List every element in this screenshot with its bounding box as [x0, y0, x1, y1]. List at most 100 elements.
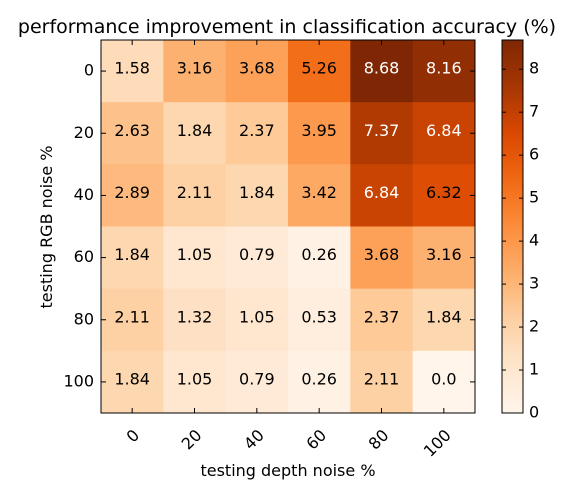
heatmap-cell — [101, 102, 164, 165]
cell-value-label: 0.53 — [301, 307, 337, 326]
heatmap-cell — [163, 164, 227, 227]
cell-value-label: 0.26 — [301, 245, 337, 264]
y-tick-label: 60 — [74, 247, 94, 266]
colorbar-tick-label: 8 — [529, 59, 539, 78]
cell-value-label: 1.05 — [177, 369, 213, 388]
heatmap-cell — [288, 350, 351, 414]
cell-value-label: 0.79 — [239, 369, 275, 388]
heatmap-cell — [163, 226, 227, 290]
cell-value-label: 6.84 — [364, 183, 400, 202]
heatmap-cell — [163, 350, 227, 414]
cell-value-label: 1.58 — [114, 59, 150, 78]
colorbar-tick-label: 2 — [529, 317, 539, 336]
colorbar-tick-label: 7 — [529, 102, 539, 121]
heatmap-cell — [101, 350, 164, 414]
heatmap-cell — [350, 102, 414, 165]
colorbar-tick-label: 3 — [529, 274, 539, 293]
heatmap-cell — [225, 164, 289, 227]
heatmap-cell — [163, 288, 227, 352]
heatmap-cell — [350, 226, 414, 290]
cell-value-label: 3.68 — [239, 59, 275, 78]
cell-value-label: 1.84 — [114, 369, 150, 388]
x-tick-label: 100 — [420, 426, 455, 461]
heatmap-cell — [350, 164, 414, 227]
cell-value-label: 2.37 — [239, 121, 275, 140]
cell-value-label: 1.05 — [239, 307, 275, 326]
heatmap-cell — [350, 40, 414, 103]
cell-value-label: 1.84 — [177, 121, 213, 140]
y-tick-label: 0 — [84, 61, 94, 80]
x-tick-label: 80 — [365, 426, 393, 454]
heatmap-cell — [163, 102, 227, 165]
heatmap-cell — [101, 164, 164, 227]
y-tick-label: 80 — [74, 309, 94, 328]
y-tick-label: 40 — [74, 185, 94, 204]
cell-value-label: 3.95 — [301, 121, 337, 140]
heatmap-cell — [288, 40, 351, 103]
y-axis-ticks: 0 20 40 60 80 100 — [63, 61, 475, 390]
cell-value-label: 1.84 — [239, 183, 275, 202]
cell-value-label: 3.16 — [177, 59, 213, 78]
cell-value-label: 8.68 — [364, 59, 400, 78]
cell-value-label: 3.68 — [364, 245, 400, 264]
cell-value-label: 0.0 — [431, 369, 456, 388]
x-tick-label: 0 — [123, 426, 144, 447]
cell-value-label: 6.84 — [426, 121, 462, 140]
cell-value-label: 7.37 — [364, 121, 400, 140]
cell-value-label: 3.42 — [301, 183, 337, 202]
colorbar — [501, 39, 524, 414]
colorbar-tick-label: 6 — [529, 145, 539, 164]
x-tick-label: 60 — [302, 426, 330, 454]
cell-value-label: 2.63 — [114, 121, 150, 140]
heatmap-cell — [350, 350, 414, 414]
heatmap-cell — [412, 350, 476, 414]
cell-value-label: 2.89 — [114, 183, 150, 202]
heatmap-cell — [412, 164, 476, 227]
cell-value-label: 2.11 — [364, 369, 400, 388]
y-axis-label: testing RGB noise % — [37, 146, 56, 309]
heatmap-cell — [225, 288, 289, 352]
cell-value-label: 6.32 — [426, 183, 462, 202]
heatmap-cell — [163, 40, 227, 103]
x-tick-label: 20 — [178, 426, 206, 454]
heatmap-cell — [412, 40, 476, 103]
cell-value-label: 2.11 — [177, 183, 213, 202]
cell-value-label: 5.26 — [301, 59, 337, 78]
cell-value-label: 1.05 — [177, 245, 213, 264]
colorbar-tick-label: 0 — [529, 403, 539, 422]
cell-value-label: 2.37 — [364, 307, 400, 326]
heatmap-cell — [101, 40, 164, 103]
cell-value-label: 3.16 — [426, 245, 462, 264]
heatmap-cell — [412, 102, 476, 165]
heatmap-cell — [288, 226, 351, 290]
cell-value-label: 0.79 — [239, 245, 275, 264]
cell-value-label: 1.84 — [426, 307, 462, 326]
heatmap-cells: 1.58 3.16 3.68 5.26 8.68 8.16 2.63 1.84 2.37 3.95… — [101, 40, 476, 414]
cell-value-label: 1.84 — [114, 245, 150, 264]
colorbar-tick-label: 4 — [529, 231, 539, 250]
heatmap-cell — [225, 40, 289, 103]
heatmap-cell — [288, 288, 351, 352]
plot-frame — [100, 39, 476, 414]
heatmap-cell — [225, 350, 289, 414]
y-tick-label: 20 — [74, 123, 94, 142]
heatmap-cell — [412, 226, 476, 290]
heatmap-cell — [412, 288, 476, 352]
x-tick-label: 40 — [240, 426, 268, 454]
cell-value-label: 8.16 — [426, 59, 462, 78]
x-axis-label: testing depth noise % — [200, 461, 375, 480]
colorbar-tick-label: 1 — [529, 360, 539, 379]
heatmap-cell — [225, 102, 289, 165]
cell-value-label: 2.11 — [114, 307, 150, 326]
chart-title: performance improvement in classificatio… — [18, 16, 556, 38]
heatmap-cell — [288, 164, 351, 227]
heatmap-cell — [350, 288, 414, 352]
colorbar-tick-label: 5 — [529, 188, 539, 207]
colorbar-ticks: 0 1 2 3 4 5 6 7 8 — [502, 59, 539, 422]
heatmap-cell — [101, 288, 164, 352]
heatmap-cell — [225, 226, 289, 290]
heatmap-cell — [288, 102, 351, 165]
y-tick-label: 100 — [63, 371, 94, 390]
cell-value-label: 1.32 — [177, 307, 213, 326]
